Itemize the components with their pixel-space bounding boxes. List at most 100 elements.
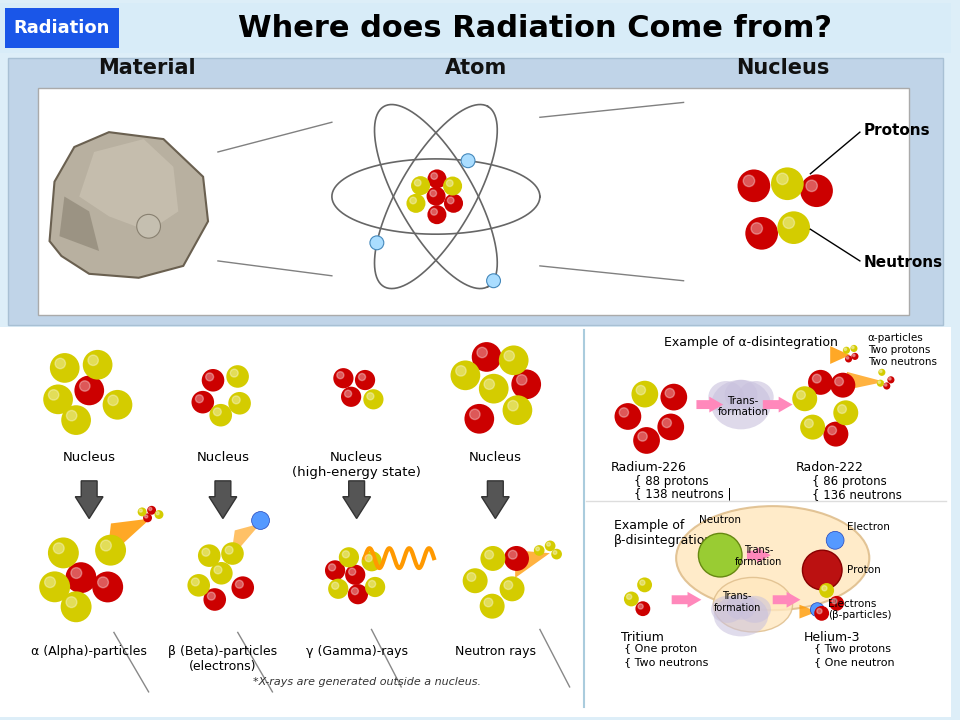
- Circle shape: [637, 432, 647, 441]
- Circle shape: [812, 374, 821, 383]
- Circle shape: [838, 405, 847, 413]
- Circle shape: [553, 551, 557, 554]
- Text: Radium-226: Radium-226: [611, 461, 686, 474]
- Circle shape: [624, 592, 638, 606]
- Circle shape: [358, 374, 366, 381]
- Circle shape: [844, 348, 847, 351]
- Circle shape: [343, 551, 349, 558]
- FancyBboxPatch shape: [8, 58, 943, 325]
- Text: α (Alpha)-particles: α (Alpha)-particles: [32, 645, 147, 658]
- Circle shape: [348, 568, 356, 575]
- FancyArrow shape: [209, 481, 237, 518]
- Circle shape: [337, 372, 344, 379]
- Circle shape: [205, 373, 213, 381]
- Circle shape: [363, 390, 383, 410]
- Text: Nucleus
(high-energy state): Nucleus (high-energy state): [292, 451, 421, 479]
- Circle shape: [477, 347, 488, 358]
- Text: β (Beta)-particles
(electrons): β (Beta)-particles (electrons): [168, 645, 277, 673]
- Circle shape: [333, 368, 353, 388]
- Circle shape: [92, 572, 123, 603]
- Circle shape: [487, 274, 500, 288]
- Circle shape: [367, 392, 373, 400]
- Circle shape: [136, 215, 160, 238]
- Circle shape: [852, 346, 854, 348]
- Text: Trans-
formation: Trans- formation: [717, 396, 769, 418]
- Circle shape: [508, 400, 518, 411]
- Circle shape: [345, 564, 366, 585]
- Circle shape: [471, 342, 501, 372]
- Circle shape: [226, 546, 233, 554]
- Circle shape: [65, 562, 96, 593]
- Circle shape: [852, 354, 855, 356]
- Text: *X-rays are generated outside a nucleus.: *X-rays are generated outside a nucleus.: [252, 677, 481, 687]
- Text: Helium-3: Helium-3: [804, 631, 860, 644]
- Circle shape: [145, 515, 148, 518]
- Circle shape: [66, 410, 77, 420]
- FancyArrow shape: [773, 592, 801, 608]
- Circle shape: [833, 400, 858, 426]
- Circle shape: [66, 597, 77, 608]
- Circle shape: [662, 418, 671, 428]
- Circle shape: [699, 534, 742, 577]
- Circle shape: [743, 175, 755, 186]
- Circle shape: [808, 370, 833, 395]
- Circle shape: [328, 564, 336, 571]
- Polygon shape: [516, 550, 550, 578]
- Circle shape: [339, 547, 359, 567]
- Circle shape: [803, 550, 842, 590]
- Circle shape: [831, 598, 837, 603]
- Circle shape: [512, 369, 541, 399]
- Text: { Two protons: { Two protons: [814, 644, 891, 654]
- Text: { One neutron: { One neutron: [814, 657, 895, 667]
- Circle shape: [71, 567, 82, 578]
- Circle shape: [331, 582, 339, 589]
- FancyArrow shape: [482, 481, 509, 518]
- Circle shape: [883, 382, 890, 390]
- Circle shape: [499, 576, 524, 601]
- FancyArrow shape: [763, 397, 793, 413]
- Circle shape: [202, 369, 225, 392]
- Circle shape: [806, 180, 817, 192]
- Circle shape: [351, 588, 358, 595]
- Circle shape: [227, 365, 249, 388]
- Circle shape: [191, 578, 200, 586]
- Polygon shape: [800, 605, 817, 618]
- Circle shape: [751, 222, 762, 234]
- Circle shape: [456, 366, 467, 376]
- Text: Proton: Proton: [847, 565, 880, 575]
- Circle shape: [210, 562, 232, 585]
- Circle shape: [48, 390, 59, 400]
- Ellipse shape: [711, 380, 771, 429]
- Circle shape: [431, 209, 438, 215]
- Ellipse shape: [738, 596, 771, 623]
- Circle shape: [637, 577, 652, 593]
- Circle shape: [638, 604, 643, 609]
- Circle shape: [504, 351, 515, 361]
- Text: Neutron rays: Neutron rays: [455, 645, 536, 658]
- Circle shape: [614, 403, 641, 430]
- Circle shape: [446, 180, 453, 186]
- Circle shape: [658, 413, 684, 441]
- Circle shape: [878, 369, 885, 376]
- FancyArrow shape: [75, 481, 103, 518]
- Circle shape: [231, 576, 254, 599]
- FancyArrow shape: [343, 481, 371, 518]
- Polygon shape: [230, 523, 260, 558]
- Text: Radiation: Radiation: [13, 19, 109, 37]
- Circle shape: [50, 353, 80, 383]
- Circle shape: [370, 236, 384, 250]
- Circle shape: [467, 572, 476, 581]
- Circle shape: [447, 197, 454, 204]
- Circle shape: [544, 541, 556, 552]
- Text: Example of α-disintegration: Example of α-disintegration: [663, 336, 838, 348]
- Circle shape: [143, 513, 152, 522]
- Circle shape: [213, 408, 222, 415]
- Circle shape: [137, 508, 147, 516]
- Circle shape: [209, 404, 232, 426]
- Circle shape: [745, 217, 778, 250]
- Circle shape: [198, 544, 221, 567]
- Circle shape: [783, 217, 795, 228]
- Circle shape: [450, 361, 480, 390]
- Circle shape: [804, 419, 813, 428]
- Circle shape: [503, 395, 532, 425]
